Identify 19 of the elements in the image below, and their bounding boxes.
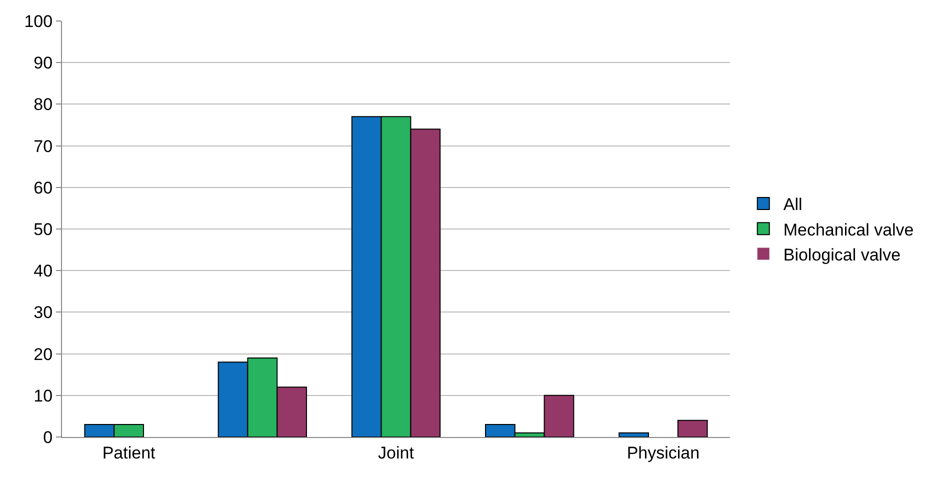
y-tick-label: 20 xyxy=(34,344,53,364)
x-tick-label: Joint xyxy=(378,443,414,462)
legend-label: Mechanical valve xyxy=(783,220,914,240)
legend-label: Biological valve xyxy=(783,245,901,264)
legend-label: All xyxy=(783,195,802,214)
y-tick-label: 60 xyxy=(34,178,53,198)
y-tick-label: 90 xyxy=(34,54,53,73)
bar xyxy=(677,420,708,437)
y-tick-label: 30 xyxy=(34,303,53,322)
y-tick-label: 70 xyxy=(34,136,53,156)
y-tick-label: 100 xyxy=(24,12,53,31)
y-tick-label: 40 xyxy=(34,262,53,281)
y-tick-label: 10 xyxy=(34,386,53,406)
x-tick-label: Physician xyxy=(626,443,700,462)
y-tick-label: 80 xyxy=(34,95,53,114)
x-tick-label: Patient xyxy=(102,443,156,462)
bar xyxy=(618,432,649,437)
y-tick-label: 0 xyxy=(43,428,53,447)
y-tick-label: 50 xyxy=(34,220,53,239)
